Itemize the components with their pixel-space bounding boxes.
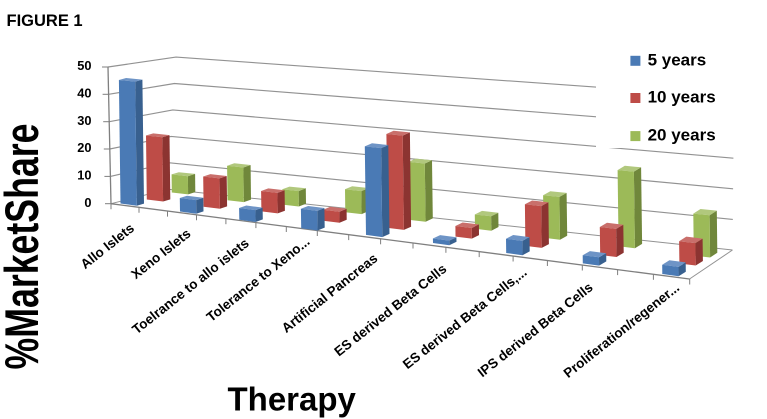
svg-text:Therapy: Therapy [228, 381, 357, 418]
svg-text:40: 40 [77, 86, 91, 101]
svg-text:50: 50 [77, 58, 91, 73]
svg-text:30: 30 [77, 113, 91, 128]
svg-text:10 years: 10 years [648, 88, 716, 107]
svg-text:20: 20 [77, 140, 91, 155]
svg-text:%MarketShare: %MarketShare [0, 124, 48, 370]
svg-text:10: 10 [77, 168, 91, 183]
svg-text:5 years: 5 years [648, 50, 707, 69]
svg-text:0: 0 [84, 195, 91, 210]
svg-text:20 years: 20 years [648, 126, 716, 145]
svg-text:FIGURE 1: FIGURE 1 [7, 12, 83, 30]
